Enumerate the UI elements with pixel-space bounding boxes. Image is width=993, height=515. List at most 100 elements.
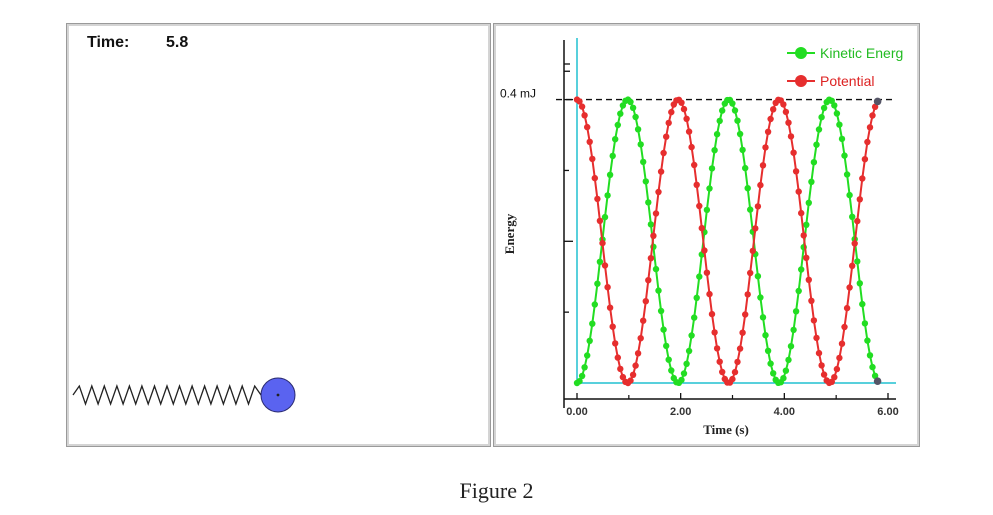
data-point <box>744 291 751 298</box>
data-point <box>596 258 604 265</box>
data-point <box>803 221 810 228</box>
data-point <box>820 371 828 378</box>
time-label: Time: <box>87 34 130 51</box>
figure-caption: Figure 2 <box>459 478 534 503</box>
data-point <box>785 119 792 126</box>
data-point <box>798 266 805 273</box>
data-point <box>652 210 660 217</box>
data-point <box>696 202 703 210</box>
data-point <box>685 347 693 355</box>
data-point <box>596 217 604 224</box>
data-point <box>803 254 810 261</box>
data-point <box>849 213 856 220</box>
data-point <box>619 102 627 109</box>
data-point <box>650 232 657 239</box>
data-point <box>642 298 649 305</box>
data-point <box>663 133 670 140</box>
data-point <box>856 196 863 203</box>
data-point <box>652 265 660 273</box>
data-point <box>660 326 667 333</box>
data-point <box>861 156 869 163</box>
data-point <box>708 165 716 172</box>
data-point <box>627 98 634 106</box>
data-point <box>739 146 746 154</box>
data-point <box>869 363 876 371</box>
data-point <box>859 300 866 308</box>
data-point <box>866 352 874 359</box>
data-point <box>693 181 700 188</box>
data-point <box>742 164 749 172</box>
data-point <box>795 287 802 295</box>
data-point <box>800 232 807 239</box>
data-point <box>683 360 690 367</box>
data-point <box>818 362 825 369</box>
data-point <box>696 273 703 280</box>
data-point <box>589 155 596 163</box>
data-point <box>747 269 754 277</box>
data-point <box>873 377 882 386</box>
series-line <box>576 98 879 384</box>
data-point <box>711 329 718 336</box>
data-point <box>859 175 866 182</box>
data-point <box>578 372 586 380</box>
data-point <box>808 297 815 304</box>
data-point <box>815 349 823 357</box>
data-point <box>708 310 716 318</box>
data-point <box>739 329 746 336</box>
data-point <box>790 149 797 156</box>
x-axis-ticks: 0.00 2.00 4.00 6.00 <box>566 393 899 418</box>
data-point <box>640 158 647 166</box>
data-point <box>713 131 721 138</box>
data-point <box>703 206 711 214</box>
series-line <box>576 98 879 385</box>
data-point <box>815 126 823 133</box>
data-point <box>747 206 754 213</box>
data-point <box>637 335 644 342</box>
data-point <box>584 123 591 131</box>
data-point <box>716 358 723 365</box>
data-point <box>685 128 693 135</box>
data-point <box>734 117 741 124</box>
data-point <box>698 224 705 232</box>
data-point <box>864 337 871 344</box>
data-point <box>693 294 700 301</box>
series-layer <box>573 96 882 387</box>
data-point <box>617 110 624 117</box>
data-point <box>640 317 647 324</box>
data-point <box>581 112 588 119</box>
y-axis-ticks <box>564 63 573 313</box>
data-point <box>790 326 797 334</box>
data-point <box>754 203 762 210</box>
data-point <box>856 280 863 287</box>
data-point <box>665 119 672 127</box>
data-point <box>645 199 652 206</box>
data-point <box>731 368 739 376</box>
reference-label: 0.4 mJ <box>500 87 536 101</box>
data-point <box>594 195 601 203</box>
data-point <box>668 108 675 116</box>
data-point <box>678 376 685 384</box>
data-point <box>795 188 802 195</box>
data-point <box>759 162 767 169</box>
data-point <box>729 375 736 383</box>
data-point <box>601 262 609 269</box>
data-point <box>770 370 777 377</box>
data-point <box>627 377 634 384</box>
data-point <box>680 105 688 113</box>
legend-kinetic-marker <box>795 47 807 59</box>
x-tick-label: 0.00 <box>566 406 587 418</box>
data-point <box>810 317 818 324</box>
data-point <box>861 320 869 327</box>
data-point <box>609 323 616 330</box>
data-point <box>798 209 805 217</box>
data-point <box>591 301 598 308</box>
data-point <box>787 343 795 350</box>
spring <box>72 384 262 406</box>
data-point <box>647 221 655 228</box>
data-point <box>757 181 764 189</box>
data-point <box>764 347 772 354</box>
data-point <box>716 117 723 125</box>
data-point <box>854 258 861 265</box>
data-point <box>576 378 583 385</box>
data-point <box>836 354 843 362</box>
